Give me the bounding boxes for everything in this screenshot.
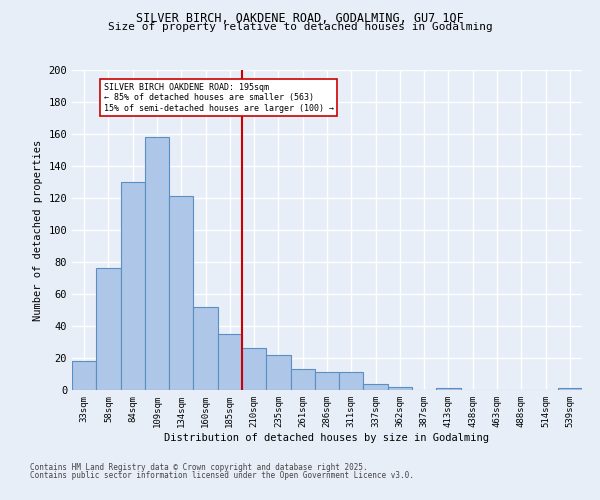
X-axis label: Distribution of detached houses by size in Godalming: Distribution of detached houses by size … — [164, 432, 490, 442]
Bar — [121, 182, 145, 390]
Bar — [339, 372, 364, 390]
Bar — [218, 334, 242, 390]
Bar — [364, 384, 388, 390]
Bar — [266, 355, 290, 390]
Bar — [169, 196, 193, 390]
Bar — [558, 388, 582, 390]
Bar — [315, 372, 339, 390]
Bar — [290, 369, 315, 390]
Text: SILVER BIRCH, OAKDENE ROAD, GODALMING, GU7 1QF: SILVER BIRCH, OAKDENE ROAD, GODALMING, G… — [136, 12, 464, 26]
Y-axis label: Number of detached properties: Number of detached properties — [33, 140, 43, 320]
Text: Size of property relative to detached houses in Godalming: Size of property relative to detached ho… — [107, 22, 493, 32]
Bar — [242, 348, 266, 390]
Text: SILVER BIRCH OAKDENE ROAD: 195sqm
← 85% of detached houses are smaller (563)
15%: SILVER BIRCH OAKDENE ROAD: 195sqm ← 85% … — [104, 83, 334, 112]
Bar — [96, 268, 121, 390]
Bar — [145, 137, 169, 390]
Text: Contains public sector information licensed under the Open Government Licence v3: Contains public sector information licen… — [30, 471, 414, 480]
Bar — [388, 387, 412, 390]
Text: Contains HM Land Registry data © Crown copyright and database right 2025.: Contains HM Land Registry data © Crown c… — [30, 464, 368, 472]
Bar — [436, 388, 461, 390]
Bar — [193, 307, 218, 390]
Bar — [72, 361, 96, 390]
